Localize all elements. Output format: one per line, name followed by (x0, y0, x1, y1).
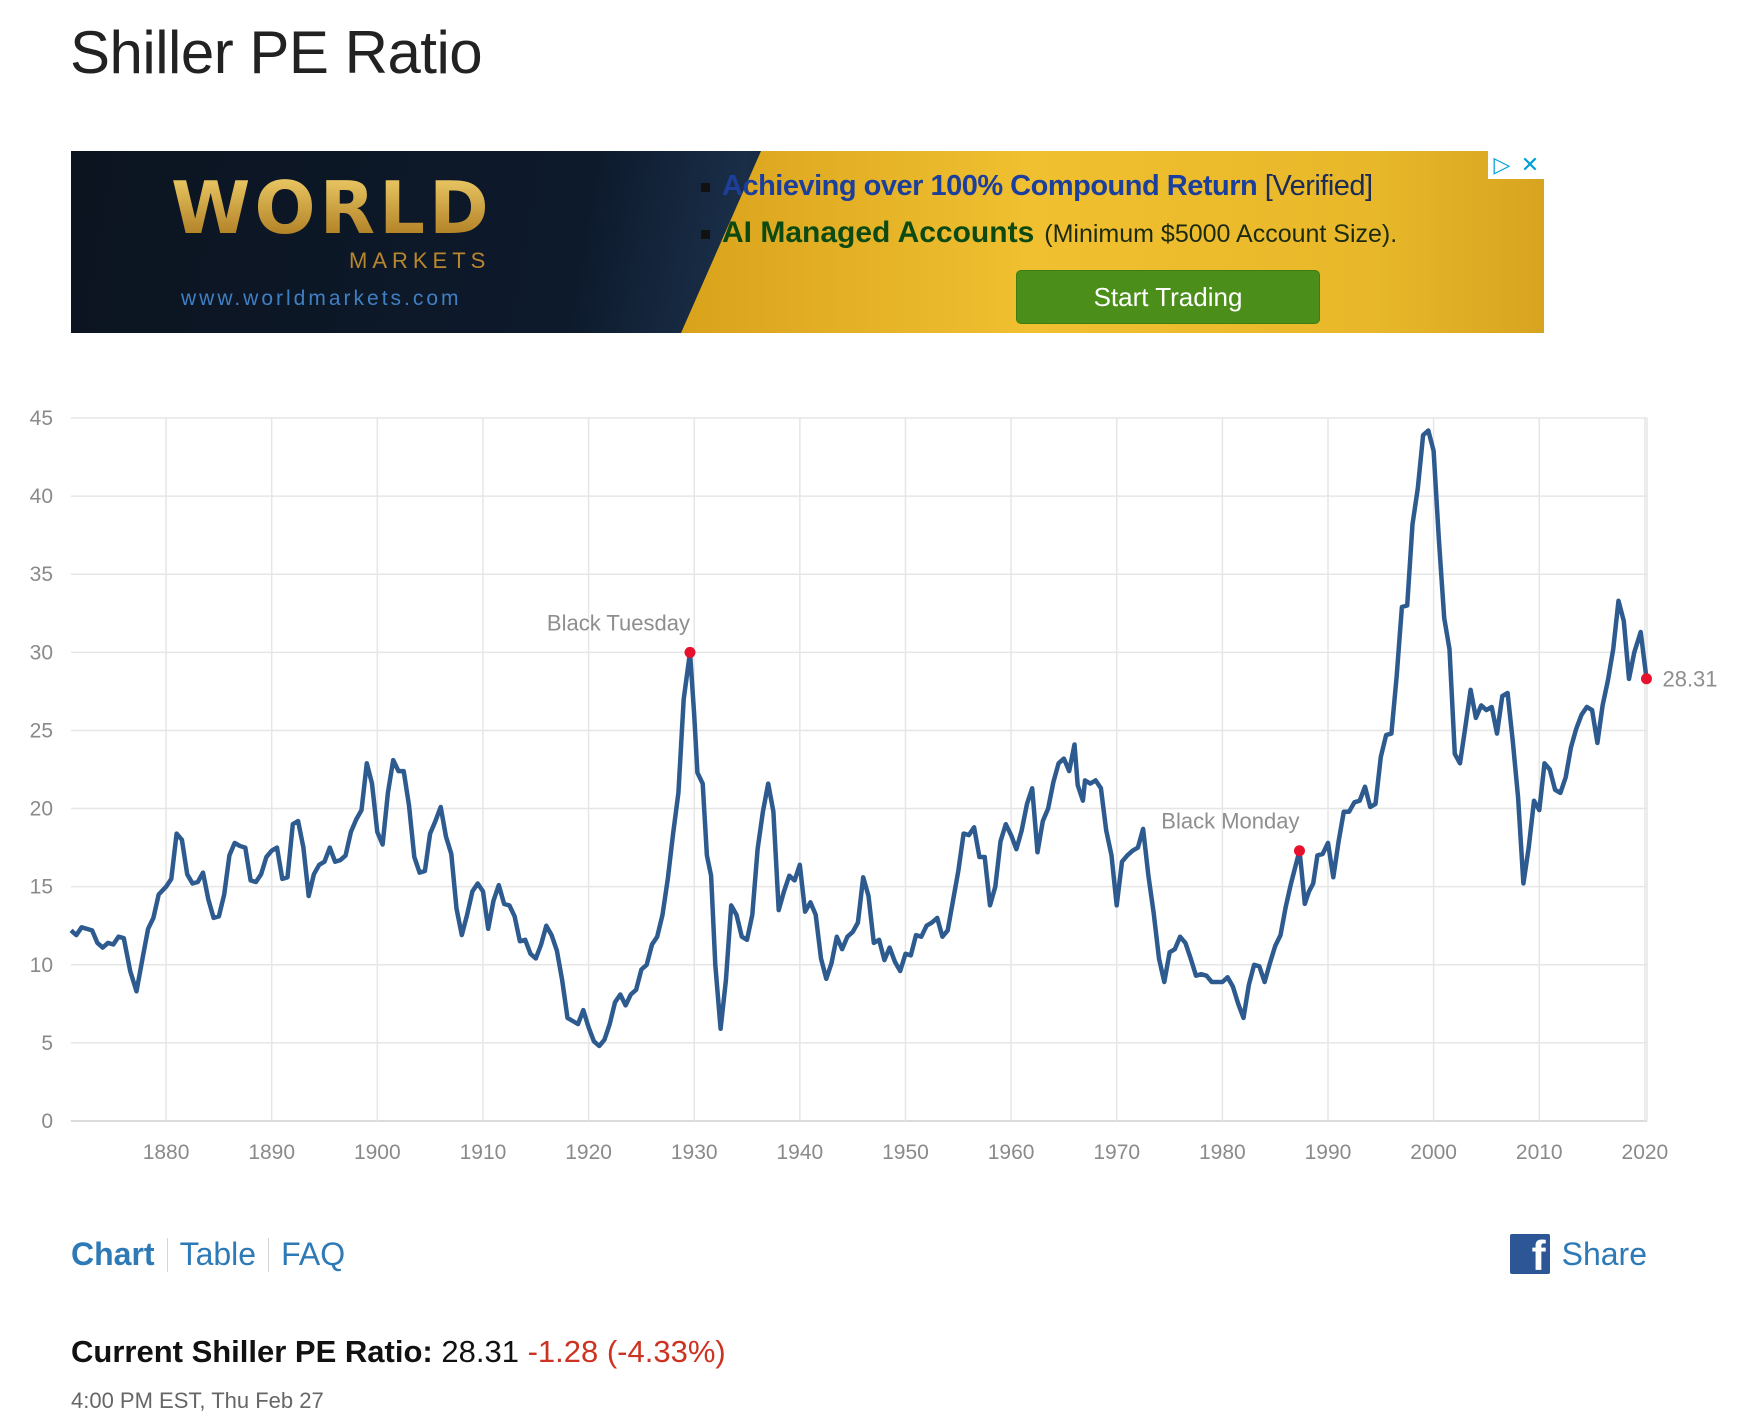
x-tick-label: 1920 (565, 1141, 612, 1164)
ad-line-1-tag: [Verified] (1264, 170, 1373, 202)
facebook-share-button[interactable]: f Share (1509, 1234, 1647, 1274)
y-tick-label: 25 (30, 719, 53, 742)
tab-table[interactable]: Table (179, 1236, 257, 1272)
share-label: Share (1561, 1235, 1647, 1272)
x-tick-label: 1940 (776, 1141, 823, 1164)
y-tick-label: 30 (30, 641, 53, 664)
y-axis: 0 5 10 15 20 25 30 35 40 45 (30, 407, 53, 1133)
annotation-marker (1640, 673, 1652, 685)
ad-line-2-main: AI Managed Accounts (722, 216, 1035, 249)
ad-url[interactable]: www.worldmarkets.com (181, 287, 462, 310)
facebook-glyph: f (1531, 1234, 1546, 1274)
x-tick-label: 2000 (1410, 1141, 1457, 1164)
x-tick-label: 1900 (354, 1141, 401, 1164)
timestamp: 4:00 PM EST, Thu Feb 27 (71, 1388, 324, 1413)
x-tick-label: 1970 (1093, 1141, 1140, 1164)
ad-logo: WORLD (171, 166, 493, 250)
x-tick-label: 1960 (988, 1141, 1035, 1164)
y-tick-label: 0 (41, 1110, 53, 1133)
current-value-label: 28.31 (1662, 667, 1717, 692)
tab-faq[interactable]: FAQ (281, 1236, 346, 1272)
x-axis: 1880 1890 1900 1910 1920 1930 1940 1950 1960 1970… (143, 1141, 1669, 1164)
current-change: -1.28 (-4.33%) (527, 1334, 726, 1369)
x-tick-label: 2010 (1516, 1141, 1563, 1164)
ad-start-trading-button[interactable]: Start Trading (1016, 270, 1320, 324)
ad-choices[interactable]: ▷ ✕ (1488, 151, 1544, 179)
advertisement-banner[interactable]: WORLD MARKETS www.worldmarkets.com Achie… (71, 151, 1544, 333)
chart-annotations: Black Tuesday Black Monday 28.31 (547, 610, 1718, 857)
bullet-icon (701, 229, 710, 239)
ad-line-2: AI Managed Accounts (Minimum $5000 Accoun… (701, 215, 1397, 252)
bullet-icon (701, 182, 710, 192)
ad-line-1: Achieving over 100% Compound Return [Ver… (701, 169, 1373, 203)
tab-chart[interactable]: Chart (71, 1236, 155, 1272)
annotation-marker (1293, 845, 1305, 857)
y-tick-label: 35 (30, 563, 53, 586)
close-icon[interactable]: ✕ (1520, 152, 1540, 177)
x-tick-label: 1910 (460, 1141, 507, 1164)
current-label: Current Shiller PE Ratio: (71, 1334, 433, 1369)
annotation-label: Black Monday (1161, 809, 1299, 834)
ad-logo-sub: MARKETS (349, 248, 491, 273)
x-tick-label: 1950 (882, 1141, 929, 1164)
current-value: 28.31 (441, 1334, 519, 1369)
x-tick-label: 1990 (1305, 1141, 1352, 1164)
x-tick-label: 1880 (143, 1141, 190, 1164)
annotation-label: Black Tuesday (547, 610, 690, 635)
y-tick-label: 15 (30, 876, 53, 899)
view-tabs: Chart Table FAQ (71, 1236, 345, 1273)
y-tick-label: 20 (30, 798, 53, 821)
annotation-marker (684, 646, 696, 658)
x-tick-label: 1890 (248, 1141, 295, 1164)
current-value-line: Current Shiller PE Ratio: 28.31 -1.28 (-… (71, 1334, 726, 1370)
x-tick-label: 1980 (1199, 1141, 1246, 1164)
y-tick-label: 10 (30, 954, 53, 977)
x-tick-label: 2020 (1622, 1141, 1669, 1164)
x-tick-label: 1930 (671, 1141, 718, 1164)
ad-line-2-note: (Minimum $5000 Account Size). (1044, 220, 1398, 248)
facebook-icon: f (1509, 1234, 1550, 1274)
ad-line-1-main: Achieving over 100% Compound Return (722, 170, 1258, 202)
tab-divider (268, 1237, 270, 1272)
y-tick-label: 5 (41, 1032, 53, 1055)
adchoices-icon[interactable]: ▷ (1493, 152, 1511, 177)
pe-ratio-line (69, 428, 1649, 1049)
tab-divider (166, 1237, 168, 1272)
y-tick-label: 40 (30, 485, 53, 508)
chart-grid (71, 417, 1648, 1122)
y-tick-label: 45 (30, 407, 53, 430)
page-title: Shiller PE Ratio (70, 19, 483, 86)
